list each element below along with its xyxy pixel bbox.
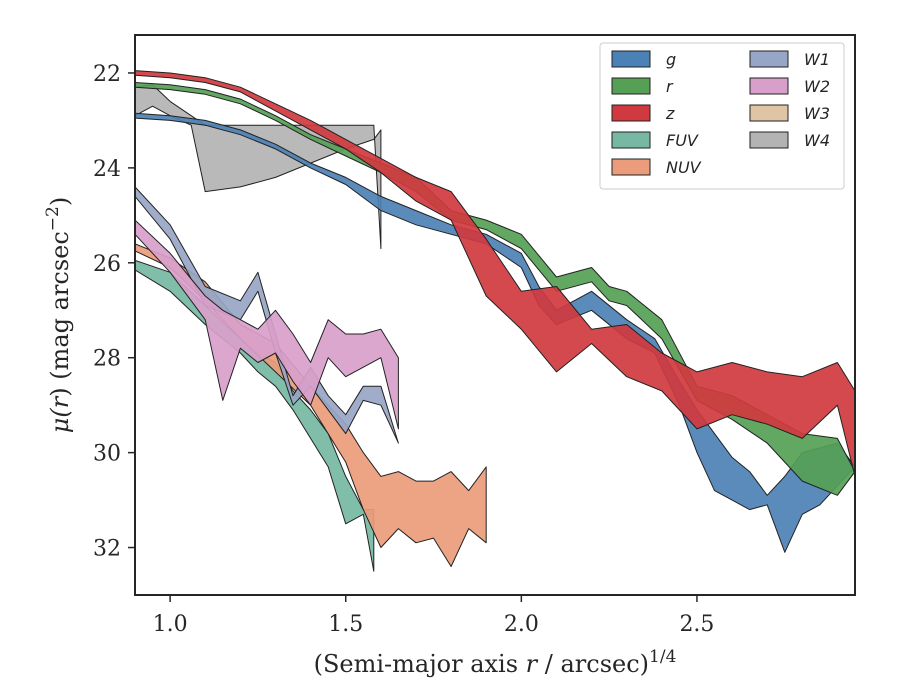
legend-swatch-w1 (749, 50, 789, 68)
legend-swatch-w4 (749, 131, 789, 149)
y-tick-label: 24 (93, 157, 121, 182)
band-z (135, 70, 855, 477)
legend: grz FUV NUV W1 W2 W3 W4 (599, 42, 845, 190)
legend-swatch-w3 (749, 104, 789, 122)
legend-label-w2: W2 (804, 77, 830, 96)
y-tick-label: 26 (93, 252, 121, 277)
x-axis-label: (Semi-major axis r / arcsec)1/4 (314, 647, 677, 678)
band-w1 (135, 186, 399, 444)
legend-label-r: r (666, 77, 674, 96)
legend-label-fuv: FUV (666, 131, 699, 150)
legend-label-w4: W4 (804, 131, 830, 150)
legend-swatch-nuv (611, 158, 651, 176)
legend-label-nuv: NUV (666, 158, 702, 177)
x-tick-label: 1.5 (328, 612, 363, 637)
legend-label-w1: W1 (804, 50, 830, 69)
legend-swatch-w2 (749, 77, 789, 95)
legend-swatch-g (611, 50, 651, 68)
y-tick-label: 32 (93, 537, 121, 562)
y-tick-label: 30 (93, 442, 121, 467)
plot-frame (134, 34, 856, 596)
legend-swatch-z (611, 104, 651, 122)
legend-label-z: z (665, 104, 675, 123)
legend-label-w3: W3 (804, 104, 830, 123)
series-bands (135, 70, 855, 572)
x-tick-label: 2.0 (504, 612, 539, 637)
x-tick-label: 2.5 (679, 612, 714, 637)
x-axis-ticks: 1.0 1.5 2.0 2.5 (153, 595, 714, 637)
band-w2 (135, 219, 399, 430)
y-tick-label: 22 (93, 62, 121, 87)
x-tick-label: 1.0 (153, 612, 188, 637)
legend-swatch-r (611, 77, 651, 95)
y-axis-ticks: 22 24 26 28 30 32 (93, 62, 135, 562)
y-axis-label: μ(r) (mag arcsec−2) (43, 197, 74, 434)
y-tick-label: 28 (93, 347, 121, 372)
legend-label-g: g (666, 50, 676, 69)
legend-swatch-fuv (611, 131, 651, 149)
